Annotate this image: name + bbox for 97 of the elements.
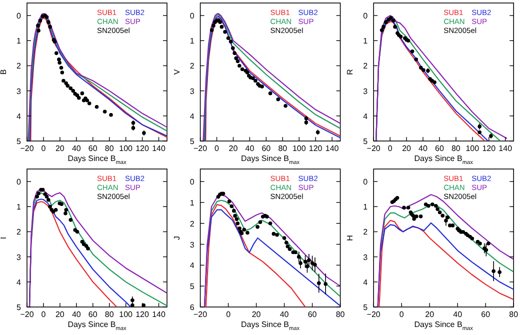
y-tick-label: 3 bbox=[190, 86, 195, 96]
x-tick-label: 40 bbox=[72, 310, 82, 319]
x-axis-title: Days Since B$_{max}$ bbox=[414, 320, 474, 332]
x-tick-label: 100 bbox=[292, 144, 306, 153]
x-tick-label: −20 bbox=[20, 144, 34, 153]
y-axis-title: H bbox=[346, 234, 355, 241]
x-tick-label: 60 bbox=[435, 144, 444, 153]
x-tick-label: 80 bbox=[104, 310, 114, 319]
y-axis-title: J bbox=[172, 236, 182, 240]
x-tick-label: 80 bbox=[452, 144, 461, 153]
x-tick-label: 20 bbox=[55, 144, 65, 153]
x-tick-label: 40 bbox=[280, 310, 290, 319]
y-tick-label: 4 bbox=[16, 112, 22, 121]
x-tick-label: −20 bbox=[194, 310, 208, 319]
x-tick-label: −20 bbox=[20, 310, 34, 319]
x-tick-label: 140 bbox=[325, 144, 340, 153]
x-tick-label: 60 bbox=[481, 310, 491, 319]
x-tick-label: 100 bbox=[466, 144, 480, 153]
y-tick-label: 6 bbox=[190, 303, 195, 312]
y-tick-label: 1 bbox=[190, 198, 195, 208]
y-tick-label: 3 bbox=[16, 252, 22, 262]
x-tick-label: 120 bbox=[308, 144, 323, 153]
y-tick-label: 3 bbox=[363, 86, 368, 96]
x-tick-label: 20 bbox=[228, 144, 238, 153]
x-tick-label: 0 bbox=[388, 144, 393, 153]
y-tick-label: 3 bbox=[16, 86, 22, 96]
y-tick-label: 0 bbox=[363, 178, 368, 187]
y-tick-label: 3 bbox=[190, 240, 195, 250]
x-tick-label: 80 bbox=[278, 144, 288, 153]
x-tick-label: 80 bbox=[336, 310, 346, 319]
y-tick-label: 4 bbox=[16, 278, 22, 287]
y-axis-title: V bbox=[172, 68, 182, 75]
x-tick-label: 0 bbox=[41, 144, 46, 153]
y-tick-label: 5 bbox=[363, 137, 368, 146]
y-tick-label: 2 bbox=[363, 62, 368, 71]
y-tick-label: 4 bbox=[190, 261, 195, 270]
x-tick-label: 0 bbox=[226, 310, 232, 319]
y-tick-label: 0 bbox=[190, 12, 195, 21]
x-tick-label: −20 bbox=[194, 144, 208, 153]
x-axis-title: Days Since B$_{max}$ bbox=[68, 154, 126, 166]
y-tick-label: 1 bbox=[190, 36, 195, 46]
x-tick-label: 60 bbox=[262, 144, 272, 153]
y-tick-label: 5 bbox=[190, 137, 195, 146]
x-tick-label: 0 bbox=[41, 310, 46, 319]
y-tick-label: 5 bbox=[363, 303, 368, 312]
y-tick-label: 1 bbox=[16, 36, 22, 46]
y-axis-title: B bbox=[0, 69, 8, 75]
x-tick-label: −20 bbox=[366, 144, 381, 153]
x-tick-label: 120 bbox=[482, 144, 496, 153]
y-tick-label: 5 bbox=[16, 303, 22, 312]
x-tick-label: 140 bbox=[152, 144, 166, 153]
x-tick-label: 20 bbox=[425, 310, 435, 319]
x-tick-label: 60 bbox=[88, 310, 98, 319]
x-tick-label: 20 bbox=[402, 144, 412, 153]
x-tick-label: 100 bbox=[119, 144, 134, 153]
x-tick-label: 20 bbox=[55, 310, 65, 319]
x-tick-label: 120 bbox=[136, 144, 150, 153]
x-tick-label: 80 bbox=[104, 144, 114, 153]
x-tick-label: 0 bbox=[214, 144, 220, 153]
x-axis-title: Days Since B$_{max}$ bbox=[240, 320, 300, 332]
y-tick-label: 2 bbox=[16, 62, 22, 71]
x-axis-title: Days Since B$_{max}$ bbox=[240, 154, 300, 166]
x-tick-label: 20 bbox=[252, 310, 262, 319]
x-tick-label: 60 bbox=[308, 310, 318, 319]
y-tick-label: 0 bbox=[190, 178, 195, 187]
x-tick-label: 40 bbox=[418, 144, 428, 153]
x-tick-label: 80 bbox=[509, 310, 519, 319]
x-tick-label: 120 bbox=[136, 310, 150, 319]
y-tick-label: 1 bbox=[363, 202, 368, 212]
y-tick-label: 0 bbox=[16, 12, 22, 21]
y-tick-label: 2 bbox=[190, 219, 195, 228]
y-tick-label: 0 bbox=[363, 12, 368, 21]
y-tick-label: 4 bbox=[363, 278, 368, 287]
x-tick-label: 40 bbox=[245, 144, 255, 153]
y-tick-label: 4 bbox=[363, 112, 368, 121]
x-tick-label: 0 bbox=[399, 310, 404, 319]
y-tick-label: 2 bbox=[16, 228, 22, 237]
x-tick-label: 100 bbox=[119, 310, 134, 319]
y-tick-label: 0 bbox=[16, 178, 22, 187]
y-tick-label: 2 bbox=[190, 62, 195, 71]
y-tick-label: 1 bbox=[363, 36, 368, 46]
x-tick-label: 60 bbox=[88, 144, 98, 153]
y-tick-label: 2 bbox=[363, 228, 368, 237]
y-tick-label: 4 bbox=[190, 112, 195, 121]
x-axis-title: Days Since B$_{max}$ bbox=[414, 154, 474, 166]
x-axis-title: Days Since B$_{max}$ bbox=[68, 320, 126, 332]
x-tick-label: −20 bbox=[366, 310, 381, 319]
y-axis-title: I bbox=[0, 236, 8, 240]
y-tick-label: 5 bbox=[16, 137, 22, 146]
x-tick-label: 40 bbox=[72, 144, 82, 153]
y-tick-label: 1 bbox=[16, 202, 22, 212]
x-tick-label: 140 bbox=[498, 144, 513, 153]
x-tick-label: 140 bbox=[152, 310, 166, 319]
y-tick-label: 3 bbox=[363, 252, 368, 262]
y-axis-title: R bbox=[346, 68, 355, 75]
y-tick-label: 5 bbox=[190, 282, 195, 292]
x-tick-label: 40 bbox=[453, 310, 463, 319]
